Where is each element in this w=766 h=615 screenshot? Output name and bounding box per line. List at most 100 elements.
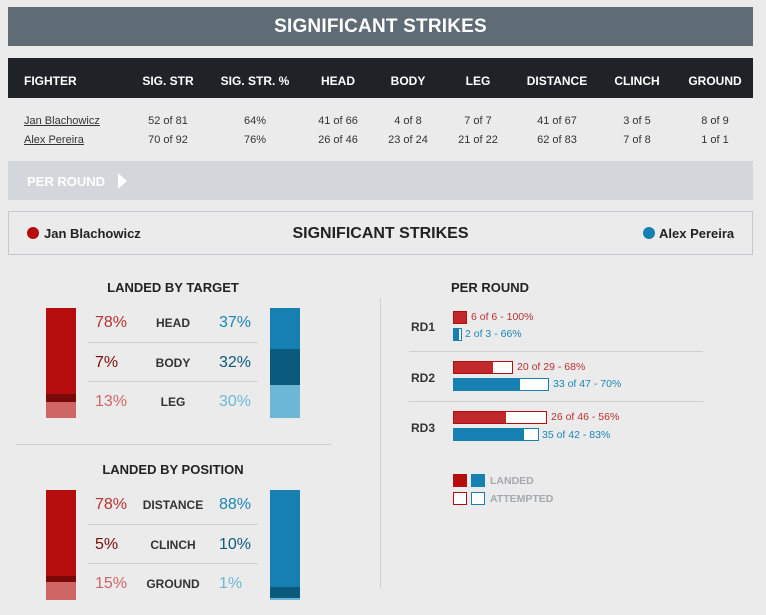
table-cell: 41 of 67 (537, 115, 577, 127)
col-header-sig-str-pct: SIG. STR. % (220, 74, 290, 88)
round-label: RD2 (411, 371, 436, 385)
red-ground-segment (46, 582, 76, 600)
blue-head-segment (270, 308, 300, 349)
red-corner-dot-icon (27, 227, 39, 239)
blue-rd3-attempted-bar (453, 428, 539, 441)
blue-leg-segment (270, 385, 300, 418)
col-header-body: BODY (390, 74, 426, 88)
table-cell: 26 of 46 (318, 134, 358, 146)
red-rd2-landed-bar (454, 362, 494, 373)
play-arrow-icon (118, 173, 127, 189)
table-cell: 3 of 5 (623, 115, 651, 127)
table-row: Jan Blachowicz 52 of 81 64% 41 of 66 4 o… (8, 115, 753, 131)
position-label-ground: GROUND (146, 577, 200, 591)
red-target-bar (46, 308, 76, 418)
red-rd3-attempted-bar (453, 411, 547, 424)
blue-body-segment (270, 349, 300, 385)
table-cell: 7 of 8 (623, 134, 651, 146)
red-head-segment (46, 308, 76, 394)
blue-rd3-text: 35 of 42 - 83% (542, 429, 611, 441)
position-label-clinch: CLINCH (150, 538, 196, 552)
table-cell: 41 of 66 (318, 115, 358, 127)
divider (409, 351, 703, 352)
stats-table-header: FIGHTER SIG. STR SIG. STR. % HEAD BODY L… (8, 58, 753, 98)
divider (88, 342, 258, 343)
table-cell: 1 of 1 (701, 134, 729, 146)
per-round-title: PER ROUND (451, 280, 530, 295)
red-position-bar (46, 490, 76, 600)
table-cell: 8 of 9 (701, 115, 729, 127)
col-header-head: HEAD (320, 74, 355, 88)
section-divider (16, 444, 331, 445)
fighter-link[interactable]: Jan Blachowicz (24, 115, 100, 127)
legend-red-landed-swatch (453, 474, 467, 487)
per-round-toggle-label: PER ROUND (27, 174, 106, 189)
red-rd3-landed-bar (454, 412, 506, 423)
blue-body-pct: 32% (219, 354, 252, 371)
blue-rd2-landed-bar (454, 379, 520, 390)
table-cell: 23 of 24 (388, 134, 428, 146)
red-fighter-name: Jan Blachowicz (44, 226, 141, 241)
blue-ground-pct: 1% (219, 575, 243, 592)
col-header-sig-str: SIG. STR (142, 74, 194, 88)
blue-target-bar (270, 308, 300, 418)
blue-fighter-name: Alex Pereira (659, 226, 735, 241)
col-header-clinch: CLINCH (614, 74, 660, 88)
col-header-distance: DISTANCE (526, 74, 588, 88)
table-row: Alex Pereira 70 of 92 76% 26 of 46 23 of… (8, 134, 753, 150)
red-distance-segment (46, 490, 76, 576)
blue-ground-segment (270, 598, 300, 600)
per-round-toggle[interactable]: PER ROUND (8, 161, 753, 200)
round-label: RD1 (411, 320, 436, 334)
blue-position-bar (270, 490, 300, 600)
divider (88, 381, 258, 382)
red-head-pct: 78% (95, 314, 128, 331)
blue-rd1-landed-bar (454, 329, 459, 340)
table-cell: 76% (243, 134, 267, 146)
col-header-ground: GROUND (688, 74, 742, 88)
legend-landed-label: LANDED (490, 475, 534, 487)
red-body-pct: 7% (95, 354, 119, 371)
page-title: SIGNIFICANT STRIKES (274, 15, 487, 37)
fighter-link[interactable]: Alex Pereira (24, 134, 84, 146)
blue-rd1-text: 2 of 3 - 66% (465, 328, 522, 340)
blue-rd2-attempted-bar (453, 378, 549, 391)
landed-by-position-title: LANDED BY POSITION (102, 462, 244, 477)
section-title: SIGNIFICANT STRIKES (292, 225, 469, 242)
red-clinch-pct: 5% (95, 536, 119, 553)
table-cell: 52 of 81 (148, 115, 188, 127)
legend-blue-landed-swatch (471, 474, 485, 487)
legend-blue-attempted-swatch (471, 492, 485, 505)
col-header-leg: LEG (465, 74, 491, 88)
blue-corner-dot-icon (643, 227, 655, 239)
target-label-leg: LEG (160, 395, 186, 409)
red-leg-segment (46, 402, 76, 418)
table-cell: 7 of 7 (464, 115, 492, 127)
target-label-body: BODY (155, 356, 191, 370)
red-rd1-text: 6 of 6 - 100% (471, 311, 534, 323)
target-label-head: HEAD (155, 316, 190, 330)
table-cell: 4 of 8 (394, 115, 422, 127)
blue-clinch-segment (270, 587, 300, 598)
blue-distance-pct: 88% (219, 496, 252, 513)
divider (88, 524, 258, 525)
table-cell: 70 of 92 (148, 134, 188, 146)
red-body-segment (46, 394, 76, 402)
col-header-fighter: FIGHTER (24, 74, 77, 88)
red-distance-pct: 78% (95, 496, 128, 513)
position-label-distance: DISTANCE (142, 498, 204, 512)
red-rd2-attempted-bar (453, 361, 513, 374)
page-title-banner: SIGNIFICANT STRIKES (8, 7, 753, 46)
divider (409, 401, 703, 402)
landed-by-target-title: LANDED BY TARGET (107, 280, 239, 295)
legend-attempted-label: ATTEMPTED (490, 493, 554, 505)
blue-head-pct: 37% (219, 314, 252, 331)
red-rd1-landed-bar (454, 312, 466, 323)
red-rd2-text: 20 of 29 - 68% (517, 361, 586, 373)
table-cell: 64% (243, 115, 267, 127)
red-ground-pct: 15% (95, 575, 128, 592)
red-rd3-text: 26 of 46 - 56% (551, 411, 620, 423)
round-label: RD3 (411, 421, 436, 435)
blue-rd3-landed-bar (454, 429, 524, 440)
table-cell: 21 of 22 (458, 134, 498, 146)
